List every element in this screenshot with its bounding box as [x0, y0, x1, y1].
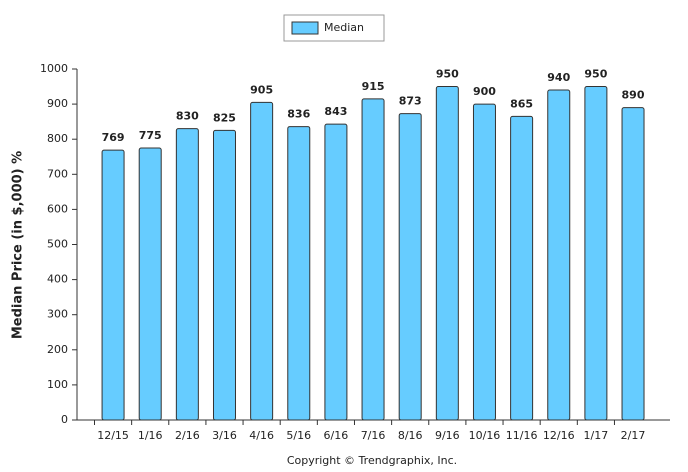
value-label: 836 [287, 108, 310, 121]
value-label: 940 [547, 71, 570, 84]
value-label: 950 [436, 68, 459, 81]
x-tick-label: 1/17 [584, 429, 609, 442]
bar [250, 101, 274, 421]
x-tick-label: 5/16 [286, 429, 311, 442]
bar [584, 86, 608, 421]
value-label: 843 [324, 105, 347, 118]
value-label: 905 [250, 83, 273, 96]
value-label: 769 [102, 131, 125, 144]
y-tick-label: 400 [47, 273, 68, 286]
legend-label: Median [324, 21, 364, 34]
x-tick-label: 2/16 [175, 429, 200, 442]
x-tick-label: 9/16 [435, 429, 460, 442]
bar [101, 149, 125, 421]
y-tick-label: 500 [47, 238, 68, 251]
y-tick-label: 100 [47, 378, 68, 391]
y-tick-label: 600 [47, 202, 68, 215]
y-tick-label: 0 [61, 413, 68, 426]
value-label: 950 [584, 68, 607, 81]
value-label: 865 [510, 97, 533, 110]
bar [361, 98, 385, 421]
y-axis-label: Median Price (in $,000) % [11, 151, 26, 339]
x-tick-label: 10/16 [469, 429, 501, 442]
x-tick-label: 4/16 [249, 429, 274, 442]
x-tick-label: 6/16 [324, 429, 349, 442]
value-label: 873 [399, 95, 422, 108]
bar [510, 115, 534, 421]
bar [138, 147, 162, 421]
bar [212, 129, 236, 421]
y-tick-label: 1000 [40, 62, 68, 75]
x-tick-label: 2/17 [621, 429, 646, 442]
y-tick-label: 300 [47, 308, 68, 321]
value-label: 825 [213, 111, 236, 124]
value-label: 900 [473, 85, 496, 98]
footer: Copyright © Trendgraphix, Inc. [287, 454, 457, 467]
x-tick-label: 7/16 [361, 429, 386, 442]
y-tick-label: 900 [47, 97, 68, 110]
x-tick-label: 1/16 [138, 429, 163, 442]
bar [398, 113, 422, 421]
value-label: 890 [622, 89, 645, 102]
bar [621, 107, 645, 421]
x-tick-label: 11/16 [506, 429, 538, 442]
bar [287, 126, 311, 421]
x-tick-label: 3/16 [212, 429, 237, 442]
x-tick-label: 12/15 [97, 429, 129, 442]
bar [472, 103, 496, 421]
bar [547, 89, 571, 421]
value-label: 775 [139, 129, 162, 142]
value-label: 915 [362, 80, 385, 93]
x-tick-label: 8/16 [398, 429, 423, 442]
y-tick-label: 200 [47, 343, 68, 356]
legend-swatch [291, 21, 319, 35]
y-tick-label: 700 [47, 167, 68, 180]
x-tick-label: 12/16 [543, 429, 575, 442]
bar [175, 128, 199, 421]
bar [324, 123, 348, 421]
y-tick-label: 800 [47, 132, 68, 145]
value-label: 830 [176, 110, 199, 123]
bar [435, 86, 459, 421]
